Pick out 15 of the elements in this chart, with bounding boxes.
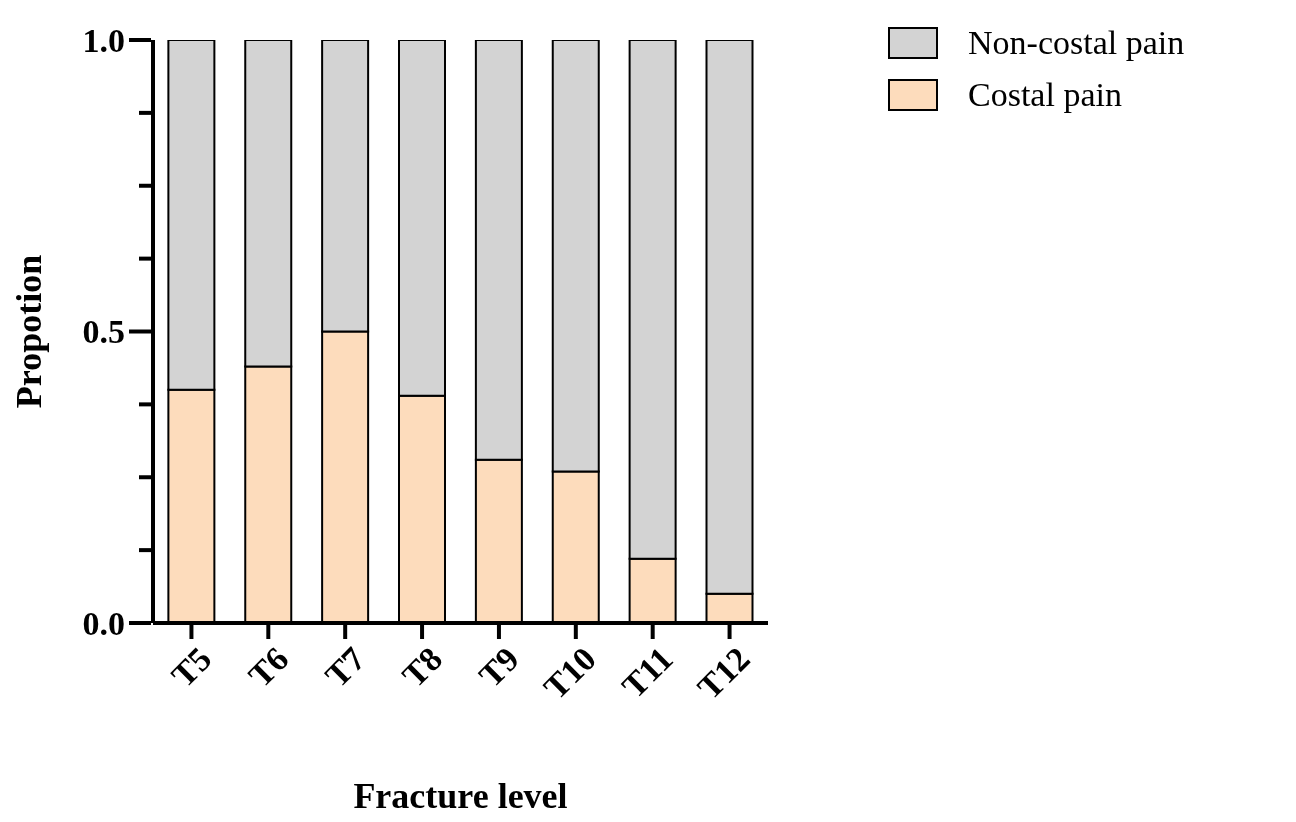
- x-tick-label: T7: [318, 639, 373, 695]
- legend-label: Costal pain: [968, 76, 1122, 114]
- x-tick-label: T11: [614, 639, 680, 705]
- y-tick-label: 1.0: [82, 21, 125, 59]
- y-tick-label: 0.0: [82, 604, 125, 642]
- x-tick-label: T10: [536, 639, 603, 707]
- legend-label: Non-costal pain: [968, 24, 1185, 62]
- x-tick-label: T5: [164, 639, 219, 695]
- x-tick-label: T12: [690, 639, 757, 707]
- y-tick-label: 0.5: [82, 313, 125, 350]
- x-tick-label: T8: [394, 639, 450, 695]
- y-axis-title: Propotion: [8, 254, 49, 409]
- x-axis-title: Fracture level: [353, 776, 568, 816]
- x-tick-label: T6: [241, 639, 296, 695]
- x-tick-label: T9: [471, 639, 527, 695]
